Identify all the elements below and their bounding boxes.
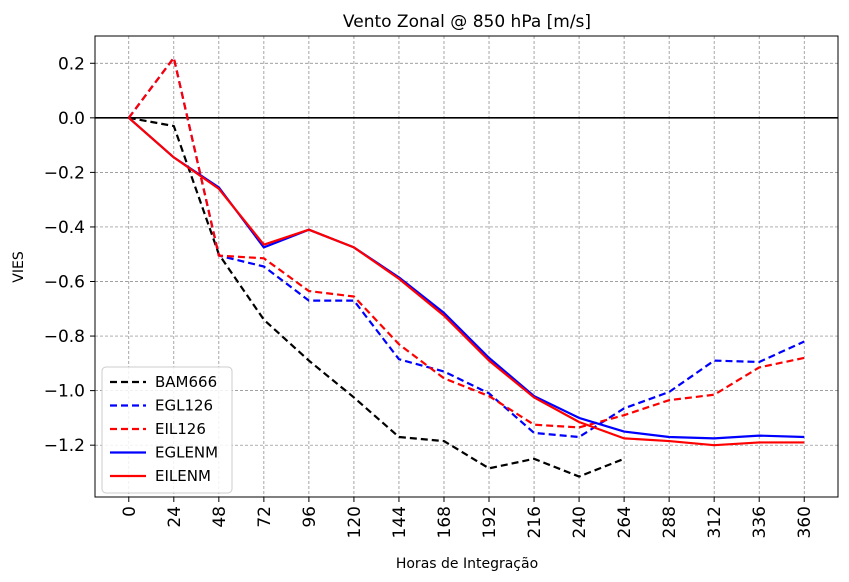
x-tick-label: 312	[705, 506, 725, 538]
x-tick-label: 0	[120, 506, 140, 517]
legend-label: BAM666	[155, 373, 217, 391]
series-line-eil126	[127, 56, 805, 429]
x-axis: 0 24 48 72 96 120 144 168 192 216 240 264 288 312 336 3…	[120, 497, 815, 538]
x-tick-label: 48	[210, 506, 230, 528]
y-axis: 0.2 0.0 −0.2 −0.4 −0.6 −0.8 −1.0 −1.2	[44, 54, 95, 456]
y-axis-label: VIES	[11, 251, 27, 283]
y-tick-label: −0.8	[44, 327, 85, 347]
x-tick-label: 288	[660, 506, 680, 538]
chart-title: Vento Zonal @ 850 hPa [m/s]	[343, 12, 591, 32]
plot-frame	[94, 35, 839, 498]
legend-box	[101, 366, 233, 494]
legend-label: EIL126	[155, 420, 206, 438]
x-tick-label: 264	[615, 506, 635, 538]
y-tick-label: −1.0	[44, 382, 85, 402]
series-layer	[127, 56, 805, 478]
x-tick-label: 336	[750, 506, 770, 538]
series-line-bam666	[128, 116, 625, 478]
x-tick-label: 216	[525, 506, 545, 538]
x-tick-label: 120	[345, 506, 365, 538]
x-tick-label: 24	[165, 506, 185, 528]
y-tick-label: −0.2	[44, 163, 85, 183]
x-tick-label: 144	[390, 506, 410, 538]
y-tick-label: 0.0	[58, 109, 85, 129]
x-tick-label: 168	[435, 506, 455, 538]
x-tick-label: 192	[480, 506, 500, 538]
y-tick-label: −0.4	[44, 218, 85, 238]
series-line-eilenm	[128, 117, 805, 447]
legend-label: EGL126	[155, 397, 213, 415]
x-axis-label: Horas de Integração	[396, 556, 538, 572]
x-tick-label: 72	[255, 506, 275, 528]
series-line-egl126	[127, 56, 805, 439]
y-tick-label: −0.6	[44, 273, 85, 293]
x-tick-label: 360	[795, 506, 815, 538]
y-tick-label: 0.2	[58, 54, 85, 74]
y-tick-label: −1.2	[44, 436, 85, 456]
legend-label: EILENM	[155, 467, 211, 485]
legend: BAM666 EGL126 EIL126 EGLENM EILENM	[101, 366, 233, 494]
x-tick-label: 96	[300, 506, 320, 528]
x-tick-label: 240	[570, 506, 590, 538]
legend-label: EGLENM	[155, 444, 218, 462]
